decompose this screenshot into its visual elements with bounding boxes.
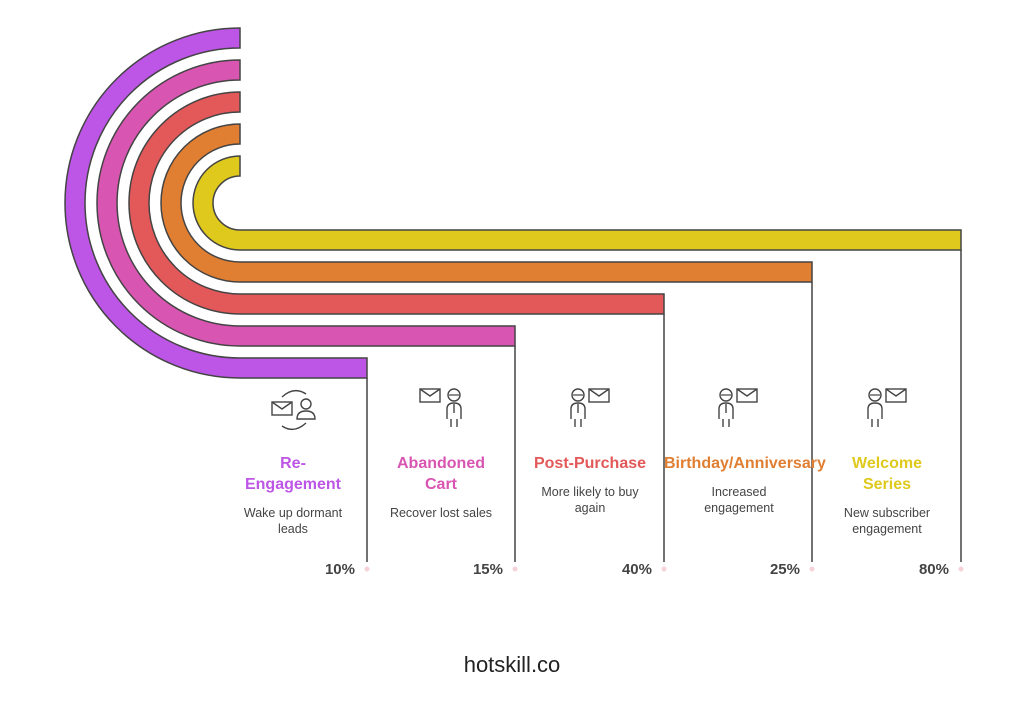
segment-end-dot <box>364 566 370 572</box>
segment-description: Wake up dormant leads <box>243 506 343 536</box>
person-email-icon <box>867 388 907 427</box>
email-user-cycle-icon <box>271 389 316 431</box>
segment-title: Welcome Series <box>852 455 922 493</box>
segment-end-dot <box>809 566 815 572</box>
segment-description: Increased engagement <box>704 485 774 515</box>
segment-end-dot <box>661 566 667 572</box>
segment-description: Recover lost sales <box>389 506 493 520</box>
segment-percent: 10% <box>324 561 355 578</box>
person-email-icon <box>718 388 758 427</box>
segment-title: Re- Engagement <box>244 455 341 493</box>
band-1 <box>64 27 368 379</box>
segment-title: Abandoned Cart <box>397 455 485 493</box>
band-3 <box>128 91 665 315</box>
band-4 <box>160 123 813 283</box>
segment-title: Post-Purchase <box>533 455 647 472</box>
segment-title: Birthday/Anniversary <box>664 455 826 472</box>
segment-percent: 40% <box>621 561 652 578</box>
segment-end-dot <box>958 566 964 572</box>
segment-percent: 25% <box>769 561 800 578</box>
segment-percent: 15% <box>472 561 503 578</box>
segment-percent: 80% <box>918 561 949 578</box>
person-email-icon <box>570 388 610 427</box>
footer-brand: hotskill.co <box>463 652 561 677</box>
segment-end-dot <box>512 566 518 572</box>
email-person-icon <box>419 388 462 427</box>
band-2 <box>96 59 516 347</box>
segment-description: New subscriber engagement <box>843 506 931 536</box>
band-5 <box>192 155 962 251</box>
segment-description: More likely to buy again <box>541 485 639 515</box>
